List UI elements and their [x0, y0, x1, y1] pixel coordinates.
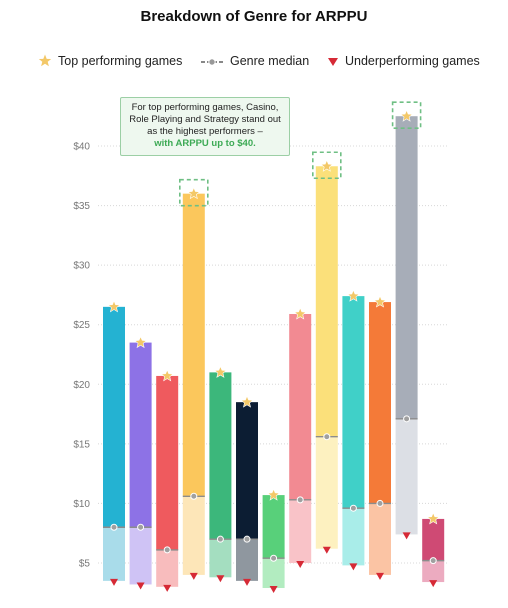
highlight-box — [391, 101, 422, 130]
bar-upper-segment — [342, 296, 365, 509]
underperformer-triangle — [429, 580, 438, 588]
bar-lower-segment — [262, 558, 285, 589]
median-dot — [323, 433, 331, 441]
y-tick-label: $25 — [73, 320, 90, 331]
bar-upper-segment — [129, 342, 152, 528]
median-line-icon — [201, 58, 223, 66]
median-dot — [110, 523, 118, 531]
underperformer-triangle — [322, 546, 331, 554]
bar-upper-segment — [156, 375, 179, 550]
callout-box: For top performing games, Casino, Role P… — [120, 97, 290, 156]
top-performer-star — [134, 335, 148, 349]
top-performer-star — [160, 369, 174, 382]
legend-item-under: Underperforming games — [327, 54, 480, 68]
top-performer-star — [240, 395, 254, 408]
bar-upper-segment — [369, 302, 391, 504]
top-performer-star — [187, 186, 201, 200]
legend: Top performing games Genre median Underp… — [0, 54, 508, 74]
triangle-down-icon — [328, 58, 338, 66]
underperformer-triangle — [349, 563, 358, 571]
bar-lower-segment — [342, 508, 365, 566]
underperformer-triangle — [189, 572, 198, 580]
bar-upper-segment — [395, 116, 418, 419]
y-tick-label: $10 — [73, 499, 90, 510]
bar-lower-segment — [422, 560, 445, 583]
bar-lower-segment — [395, 418, 418, 535]
bar-lower-segment — [182, 496, 205, 575]
bar-lower-segment — [289, 499, 312, 563]
callout-highlight: with ARPPU up to $40. — [154, 138, 256, 149]
bar-lower-segment — [315, 436, 338, 549]
bar-upper-segment — [209, 372, 232, 540]
legend-label-under: Underperforming games — [345, 54, 480, 68]
star-icon — [38, 54, 52, 67]
median-dot — [296, 496, 304, 504]
y-tick-label: $20 — [73, 380, 90, 391]
median-dot — [376, 499, 384, 507]
top-performer-star — [400, 109, 414, 122]
bar-lower-segment — [236, 539, 258, 581]
top-performer-star — [373, 295, 387, 308]
median-dot — [190, 492, 198, 500]
bar-upper-segment — [422, 518, 445, 561]
underperformer-triangle — [243, 578, 251, 586]
bar-lower-segment — [369, 503, 391, 575]
highlight-box — [311, 151, 342, 180]
bar-upper-segment — [236, 402, 258, 540]
bar-lower-segment — [156, 549, 179, 587]
underperformer-triangle — [216, 575, 225, 583]
y-tick-label: $35 — [73, 201, 90, 212]
underperformer-triangle — [402, 532, 411, 540]
underperformer-triangle — [110, 578, 118, 586]
top-performer-star — [213, 365, 227, 378]
median-dot — [163, 546, 171, 554]
median-dot — [137, 523, 145, 531]
underperformer-triangle — [163, 584, 172, 592]
bar-upper-segment — [262, 495, 285, 559]
top-performer-star — [107, 300, 121, 313]
legend-item-median: Genre median — [200, 54, 309, 68]
median-dot — [429, 557, 437, 565]
underperformer-triangle — [376, 572, 384, 580]
y-tick-label: $40 — [73, 142, 90, 153]
underperformer-triangle — [269, 586, 278, 594]
highlight-box — [179, 178, 209, 207]
bar-upper-segment — [315, 166, 338, 437]
y-tick-label: $5 — [79, 559, 91, 570]
bar-upper-segment — [103, 306, 125, 528]
top-performer-star — [293, 307, 307, 320]
callout-text: For top performing games, Casino, Role P… — [129, 102, 281, 137]
legend-label-median: Genre median — [230, 54, 310, 68]
bar-upper-segment — [182, 193, 205, 497]
legend-label-top: Top performing games — [58, 54, 183, 68]
bar-lower-segment — [103, 527, 125, 581]
top-performer-star — [320, 159, 334, 172]
median-dot — [243, 535, 251, 543]
median-dot — [216, 535, 224, 543]
y-tick-label: $30 — [73, 261, 90, 272]
bar-lower-segment — [209, 539, 232, 578]
chart-title: Breakdown of Genre for ARPPU — [140, 8, 368, 25]
bar-lower-segment — [129, 527, 152, 585]
top-performer-star — [426, 512, 440, 525]
top-performer-star — [267, 488, 281, 501]
top-performer-star — [346, 289, 360, 302]
underperformer-triangle — [136, 582, 145, 590]
underperformer-triangle — [296, 561, 305, 568]
median-dot — [270, 554, 278, 562]
bar-upper-segment — [289, 313, 312, 500]
median-dot — [349, 504, 357, 512]
median-dot — [403, 415, 411, 423]
y-tick-label: $15 — [73, 439, 90, 450]
legend-item-top: Top performing games — [38, 54, 182, 68]
